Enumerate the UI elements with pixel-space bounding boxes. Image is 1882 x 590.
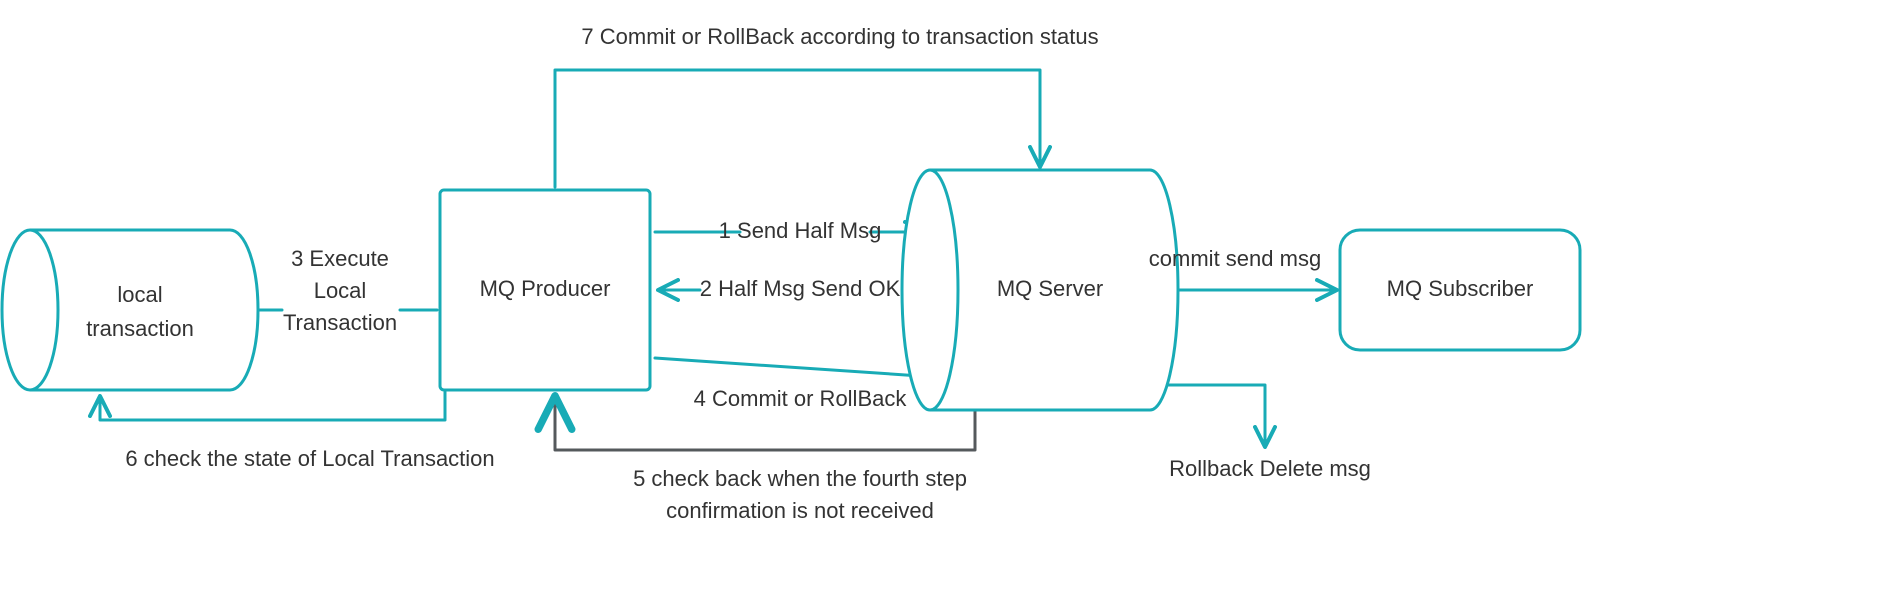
label-mq-producer: MQ Producer xyxy=(480,276,611,301)
edge-e4 xyxy=(655,358,950,378)
edge-label-e1: 1 Send Half Msg xyxy=(719,218,882,243)
edge-label-e3: 3 ExecuteLocalTransaction xyxy=(283,246,397,335)
edge-label-e4: 4 Commit or RollBack xyxy=(694,386,908,411)
edge-label-commit: commit send msg xyxy=(1149,246,1321,271)
edge-label-rollback: Rollback Delete msg xyxy=(1169,456,1371,481)
node-local_transaction xyxy=(2,230,258,390)
edge-label-e2: 2 Half Msg Send OK xyxy=(700,276,901,301)
label-mq-subscriber: MQ Subscriber xyxy=(1387,276,1534,301)
label-mq-server: MQ Server xyxy=(997,276,1103,301)
edge-label-e6: 6 check the state of Local Transaction xyxy=(125,446,494,471)
edge-label-e5: 5 check back when the fourth stepconfirm… xyxy=(633,466,967,523)
edge-e6 xyxy=(100,392,445,420)
edge-label-e7: 7 Commit or RollBack according to transa… xyxy=(581,24,1098,49)
